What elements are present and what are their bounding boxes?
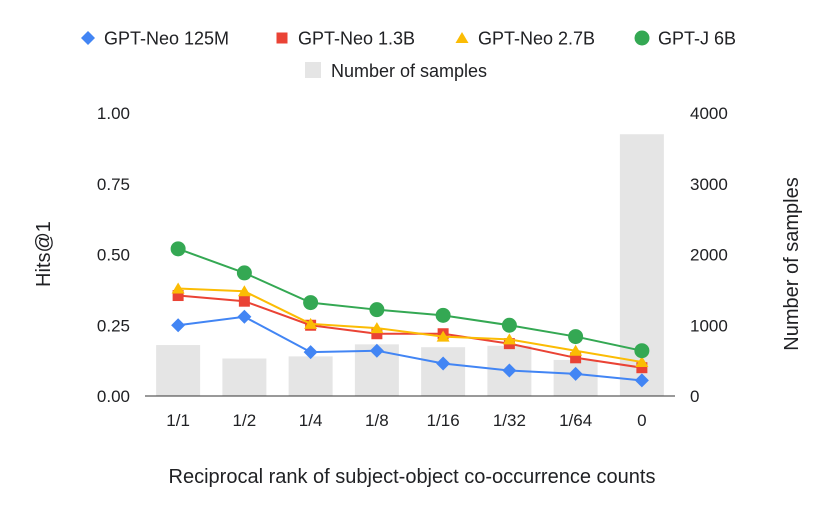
y-axis-left-title: Hits@1 bbox=[33, 221, 55, 287]
series-lines bbox=[170, 241, 650, 388]
series-line bbox=[177, 315, 642, 382]
legend-label: GPT-J 6B bbox=[658, 29, 736, 49]
data-point-diamond bbox=[634, 373, 649, 388]
y-axis-right-title: Number of samples bbox=[781, 177, 803, 350]
series-line bbox=[178, 287, 643, 364]
series-gpt-neo-2-7b bbox=[171, 282, 649, 368]
data-point-square bbox=[636, 362, 648, 374]
axes: 0.00 0.25 0.50 0.75 1.00 0 1000 2000 3000 4000 1/1… bbox=[97, 104, 728, 430]
data-point-triangle bbox=[370, 322, 384, 334]
x-tick-label: 1/1 bbox=[166, 411, 190, 430]
y-left-tick-label: 0.75 bbox=[97, 175, 130, 194]
data-point-diamond bbox=[303, 345, 318, 360]
x-tick-label: 1/16 bbox=[427, 411, 460, 430]
data-point-circle bbox=[435, 307, 451, 323]
series-line bbox=[177, 247, 643, 352]
data-point-triangle bbox=[237, 285, 251, 297]
data-point-triangle bbox=[569, 344, 583, 356]
legend-marker-square bbox=[276, 32, 288, 44]
data-point-diamond bbox=[568, 366, 583, 381]
legend-label: GPT-Neo 1.3B bbox=[298, 29, 415, 49]
sample-count-bar bbox=[222, 358, 267, 396]
data-point-triangle bbox=[171, 282, 185, 294]
legend-marker-diamond bbox=[81, 31, 95, 45]
y-left-tick-label: 0.50 bbox=[97, 246, 130, 265]
data-point-circle bbox=[501, 317, 517, 333]
data-point-circle bbox=[236, 265, 252, 281]
data-point-triangle bbox=[502, 333, 516, 345]
data-point-triangle bbox=[436, 330, 450, 342]
legend-marker-triangle bbox=[455, 32, 469, 43]
legend-label: GPT-Neo 2.7B bbox=[478, 29, 595, 49]
data-point-square bbox=[570, 352, 582, 364]
data-point-diamond bbox=[171, 318, 186, 333]
data-point-circle bbox=[369, 302, 385, 318]
data-point-triangle bbox=[635, 356, 649, 368]
series-gpt-j-6b bbox=[170, 241, 650, 359]
data-point-diamond bbox=[369, 343, 384, 358]
y-right-tick-label: 2000 bbox=[690, 246, 728, 265]
x-tick-label: 1/2 bbox=[233, 411, 257, 430]
series-line bbox=[178, 294, 643, 369]
x-tick-label: 1/64 bbox=[559, 411, 592, 430]
x-tick-label: 1/4 bbox=[299, 411, 323, 430]
data-point-square bbox=[172, 290, 184, 302]
y-left-tick-label: 1.00 bbox=[97, 104, 130, 123]
data-point-diamond bbox=[436, 356, 451, 371]
x-tick-label: 0 bbox=[637, 411, 646, 430]
legend-bar-swatch bbox=[305, 62, 321, 78]
data-point-circle bbox=[634, 343, 650, 359]
y-right-tick-label: 0 bbox=[690, 387, 699, 406]
data-point-circle bbox=[170, 241, 186, 257]
sample-count-bar bbox=[288, 356, 333, 396]
data-point-circle bbox=[568, 329, 584, 345]
sample-count-bar bbox=[421, 347, 466, 396]
data-point-square bbox=[371, 328, 383, 340]
x-tick-label: 1/32 bbox=[493, 411, 526, 430]
data-point-triangle bbox=[304, 317, 318, 329]
x-tick-label: 1/8 bbox=[365, 411, 389, 430]
data-point-diamond bbox=[502, 363, 517, 378]
legend: GPT-Neo 125M GPT-Neo 1.3B GPT-Neo 2.7B GPT-… bbox=[81, 29, 736, 81]
y-right-tick-label: 3000 bbox=[690, 175, 728, 194]
y-left-tick-label: 0.25 bbox=[97, 316, 130, 335]
sample-count-bar bbox=[156, 345, 201, 396]
y-right-tick-label: 1000 bbox=[690, 316, 728, 335]
y-left-tick-label: 0.00 bbox=[97, 387, 130, 406]
data-point-square bbox=[238, 295, 250, 307]
x-axis-title: Reciprocal rank of subject-object co-occ… bbox=[169, 466, 656, 488]
data-point-diamond bbox=[237, 309, 252, 324]
legend-marker-circle bbox=[634, 30, 650, 46]
y-right-tick-label: 4000 bbox=[690, 104, 728, 123]
legend-label: GPT-Neo 125M bbox=[104, 29, 229, 49]
legend-label: Number of samples bbox=[331, 61, 487, 81]
data-point-circle bbox=[303, 295, 319, 311]
series-gpt-neo-125m bbox=[171, 309, 649, 388]
